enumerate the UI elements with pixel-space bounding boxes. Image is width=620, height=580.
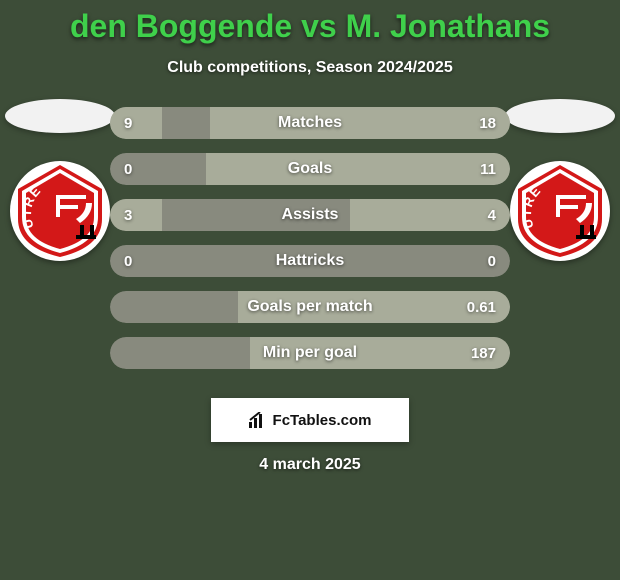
stat-value-left: 0 [124,245,132,277]
stat-value-right: 187 [471,337,496,369]
stat-value-right: 0 [488,245,496,277]
player-right-column: UTRECHT [500,99,620,261]
stat-row: Matches918 [110,107,510,139]
stat-value-right: 0.61 [467,291,496,323]
chart-icon [249,412,267,428]
stat-bar-bg [110,245,510,277]
stat-row: Goals per match0.61 [110,291,510,323]
stat-row: Hattricks00 [110,245,510,277]
stat-value-right: 18 [479,107,496,139]
player-right-avatar-placeholder [505,99,615,133]
player-right-club-logo: UTRECHT [510,161,610,261]
stat-value-left: 9 [124,107,132,139]
brand-badge[interactable]: FcTables.com [211,398,409,442]
stat-value-right: 11 [480,153,496,185]
stat-value-left: 0 [124,153,132,185]
club-logo-icon: UTRECHT [510,161,610,261]
subtitle: Club competitions, Season 2024/2025 [0,59,620,77]
player-left-avatar-placeholder [5,99,115,133]
brand-text: FcTables.com [273,412,372,429]
stat-bar-fill-right [350,199,510,231]
player-left-club-logo: UTRECHT [10,161,110,261]
stat-bar-fill-right [206,153,510,185]
date-text: 4 march 2025 [0,456,620,474]
stat-row: Goals011 [110,153,510,185]
stat-bar-fill-left [110,199,162,231]
stat-row: Assists34 [110,199,510,231]
page-title: den Boggende vs M. Jonathans [0,0,620,45]
stat-row: Min per goal187 [110,337,510,369]
club-logo-icon: UTRECHT [10,161,110,261]
stat-value-right: 4 [488,199,496,231]
stats-list: Matches918Goals011Assists34Hattricks00Go… [110,107,510,369]
stat-value-left: 3 [124,199,132,231]
stat-bar-fill-right [210,107,510,139]
stat-bar-fill-left [110,107,162,139]
player-left-column: UTRECHT [0,99,120,261]
comparison-area: UTRECHT [0,107,620,407]
